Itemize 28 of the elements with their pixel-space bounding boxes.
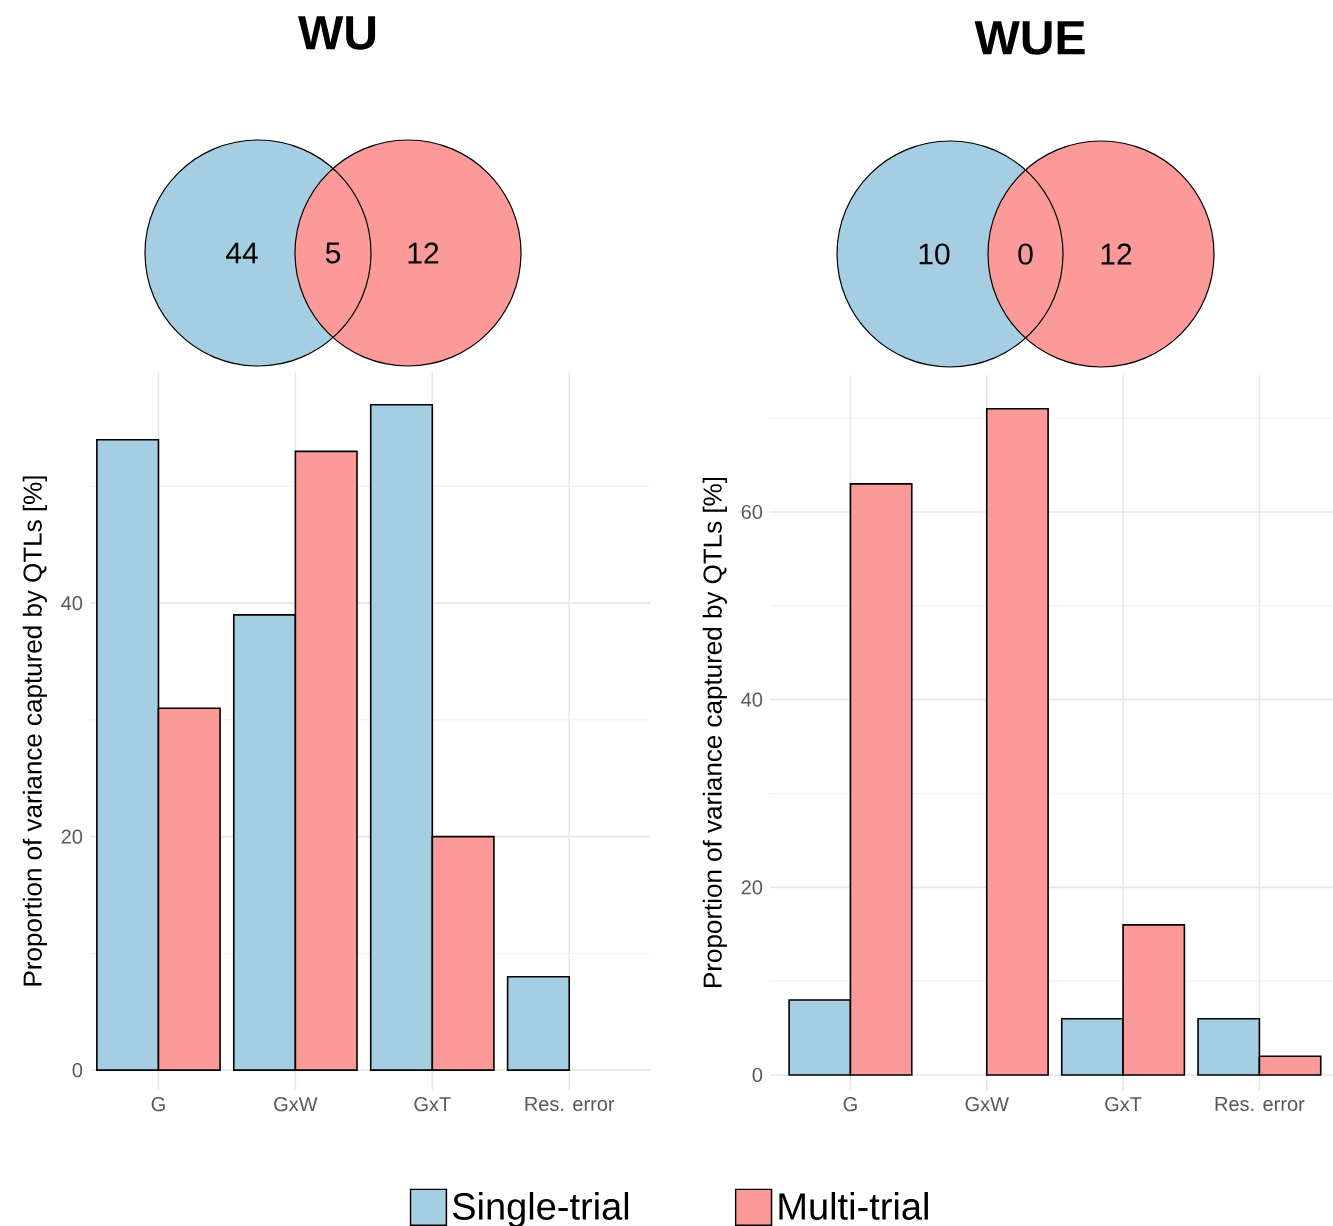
y-tick-label: 60: [741, 504, 763, 520]
y-axis-title: Proportion of variance captured by QTLs [%]: [702, 477, 727, 987]
y-tick-label: 0: [752, 1067, 763, 1083]
data-label: 12: [408, 242, 439, 264]
data-label: 44: [226, 242, 258, 264]
y-axis-title: Proportion of variance captured by QTLs [%]: [22, 476, 47, 986]
data-label: 0: [1018, 243, 1033, 265]
x-tick-label: GxW: [965, 1097, 1009, 1112]
y-tick-label: 40: [741, 692, 763, 707]
y-tick-label: 0: [72, 1063, 83, 1078]
x-tick-label: GxT: [414, 1097, 451, 1112]
x-tick-label: G: [843, 1097, 857, 1112]
x-tick-label: Res. error: [1215, 1097, 1305, 1112]
x-tick-label: GxW: [274, 1097, 318, 1112]
text: WU: [298, 16, 376, 50]
x-tick-label: GxT: [1105, 1097, 1142, 1112]
y-tick-label: 40: [61, 596, 83, 611]
x-tick-label: Res. error: [525, 1097, 615, 1112]
data-label: 12: [1101, 243, 1132, 265]
text: WUE: [974, 21, 1085, 55]
legend-label: Multi-trial: [779, 1192, 928, 1220]
bar: [985, 407, 1049, 1076]
data-label: 10: [919, 243, 950, 265]
y-tick-label: 20: [741, 880, 763, 895]
y-tick-label: 20: [61, 829, 83, 844]
x-tick-label: G: [151, 1097, 165, 1112]
bar: [506, 975, 571, 1071]
data-label: 5: [325, 242, 341, 264]
